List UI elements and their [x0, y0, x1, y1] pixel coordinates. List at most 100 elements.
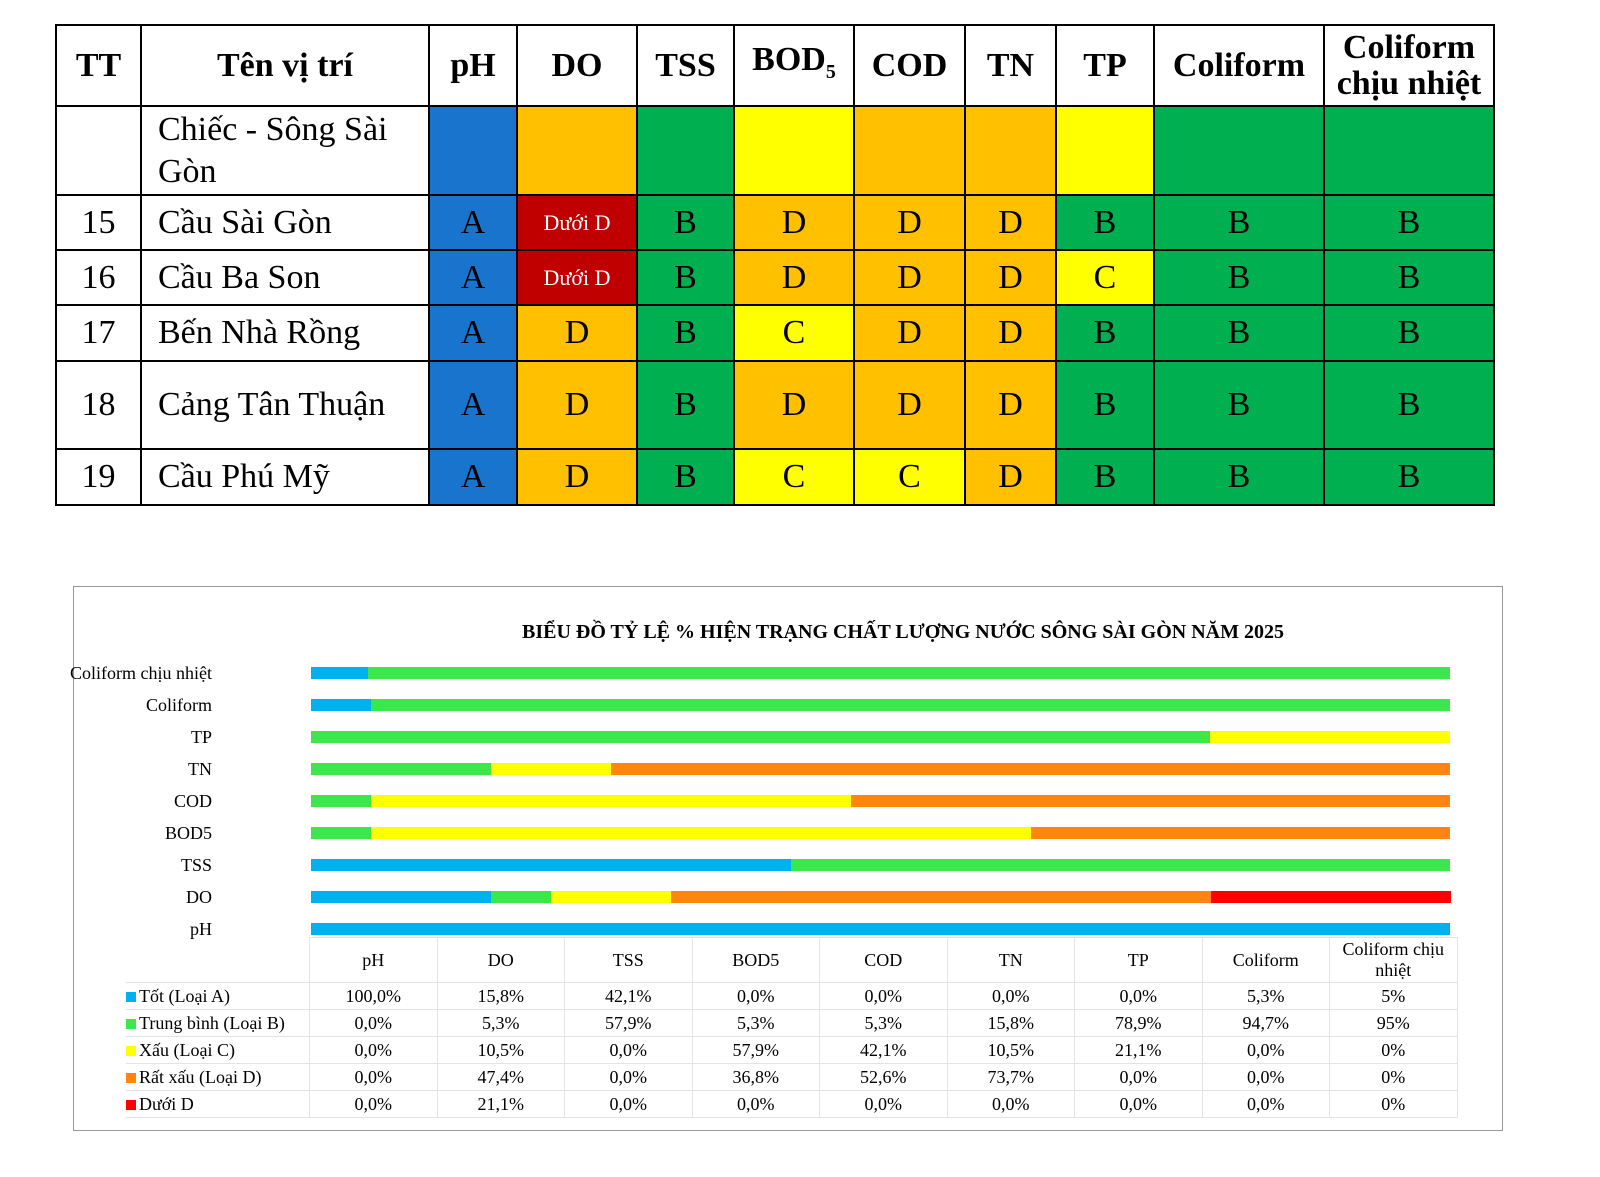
grade-cell: B: [1055, 448, 1155, 506]
data-label: 0,0%: [819, 1090, 948, 1118]
header-6: COD: [853, 24, 966, 107]
grade-cell: [636, 105, 735, 196]
grade-cell: B: [1153, 194, 1325, 251]
legend-entry: Rất xấu (Loại D): [126, 1063, 310, 1091]
header-2: pH: [428, 24, 518, 107]
grade-cell: Dưới D: [516, 249, 638, 306]
grade-cell: A: [428, 249, 518, 306]
y-tick-label: TP: [190, 727, 212, 747]
column-header: pH: [309, 937, 438, 983]
data-label: 0,0%: [946, 1090, 1075, 1118]
header-8: TP: [1055, 24, 1155, 107]
legend-label: Dưới D: [139, 1093, 194, 1114]
legend-swatch-icon: [126, 1018, 136, 1029]
data-label: 42,1%: [564, 982, 693, 1010]
data-label: 0,0%: [1074, 1090, 1203, 1118]
data-label: 78,9%: [1074, 1009, 1203, 1037]
grade-cell: [1323, 105, 1495, 196]
bar-segment: [311, 827, 372, 839]
y-tick-label: TN: [188, 759, 212, 779]
quality-chart: BIỂU ĐỒ TỶ LỆ % HIỆN TRẠNG CHẤT LƯỢNG NƯ…: [70, 586, 1503, 1131]
row-number: 19: [55, 448, 142, 506]
table-row: 18 Cảng Tân Thuận A D B D D D B B B: [55, 360, 1495, 450]
bar-segment: [311, 923, 1450, 935]
data-label: 52,6%: [819, 1063, 948, 1091]
header-label: TSS: [655, 46, 716, 84]
grade-cell: D: [733, 249, 855, 306]
corner: [126, 938, 310, 983]
data-label: 0%: [1329, 1063, 1458, 1091]
y-tick-label: DO: [186, 887, 212, 907]
data-label: 0,0%: [1201, 1036, 1330, 1064]
data-label: 0,0%: [309, 1009, 438, 1037]
data-label: 57,9%: [564, 1009, 693, 1037]
grade-cell: A: [428, 360, 518, 450]
grade-cell: A: [428, 304, 518, 362]
data-label: 0,0%: [1201, 1063, 1330, 1091]
bar-segment: [367, 667, 1450, 679]
data-label: 47,4%: [436, 1063, 565, 1091]
legend-row: Rất xấu (Loại D) 0,0% 47,4% 0,0% 36,8% 52,6% 7…: [126, 1063, 1458, 1091]
data-label: 0,0%: [691, 1090, 820, 1118]
column-header: TN: [946, 937, 1075, 983]
chart-title: BIỂU ĐỒ TỶ LỆ % HIỆN TRẠNG CHẤT LƯỢNG NƯ…: [522, 621, 1284, 643]
header-label: TN: [986, 46, 1035, 84]
header-1: Tên vị trí: [140, 24, 430, 107]
grade-cell: B: [1323, 448, 1495, 506]
header-3: DO: [516, 24, 638, 107]
column-header: DO: [436, 937, 565, 983]
bar-segment: [1210, 891, 1452, 903]
header-10: Coliform chịu nhiệt: [1323, 24, 1495, 107]
location-name: Cầu Sài Gòn: [140, 194, 430, 251]
data-table-header: pH DO TSS BOD5 COD TN TP Coliform Coliform chịu …: [126, 937, 1458, 983]
bar-segment: [311, 763, 491, 775]
legend-row: Trung bình (Loại B) 0,0% 5,3% 57,9% 5,3% 5,3%…: [126, 1009, 1458, 1037]
bar-segment: [311, 667, 368, 679]
grade-cell: D: [733, 360, 855, 450]
grade-cell: D: [516, 448, 638, 506]
location-name: Bến Nhà Rồng: [140, 304, 430, 362]
data-label: 0,0%: [564, 1090, 693, 1118]
legend-swatch-icon: [126, 1045, 136, 1056]
row-number: 17: [55, 304, 142, 362]
data-label: 73,7%: [946, 1063, 1075, 1091]
row-number: 18: [55, 360, 142, 450]
header-label: COD: [871, 46, 948, 84]
row-number: 15: [55, 194, 142, 251]
table-row: 19 Cầu Phú Mỹ A D B C C D B B B: [55, 448, 1495, 506]
bod-subscript: 5: [825, 60, 836, 83]
grade-cell: B: [636, 448, 735, 506]
data-label: 42,1%: [819, 1036, 948, 1064]
bar-segment: [371, 795, 851, 807]
data-label: 36,8%: [691, 1063, 820, 1091]
legend-entry: Tốt (Loại A): [126, 982, 310, 1010]
grade-cell: C: [1055, 249, 1155, 306]
header-label: TP: [1083, 46, 1127, 84]
grade-cell: D: [964, 304, 1057, 362]
grade-cell: [853, 105, 966, 196]
data-label: 5,3%: [819, 1009, 948, 1037]
data-label: 95%: [1329, 1009, 1458, 1037]
header-label: TT: [75, 46, 122, 84]
row-number: [55, 105, 142, 196]
bar-segment: [490, 763, 611, 775]
grade-cell: B: [1323, 194, 1495, 251]
chart-data-table: pH DO TSS BOD5 COD TN TP Coliform Coliform chịu …: [126, 937, 1458, 1118]
column-header: BOD5: [691, 937, 820, 983]
grade-cell: [733, 105, 855, 196]
column-header: TSS: [564, 937, 693, 983]
bar-segment: [371, 827, 1031, 839]
data-label: 21,1%: [1074, 1036, 1203, 1064]
y-tick-label: BOD5: [164, 823, 212, 843]
grade-cell: D: [733, 194, 855, 251]
grade-cell: [428, 105, 518, 196]
header-label: Tên vị trí: [217, 46, 353, 84]
data-label: 0,0%: [309, 1063, 438, 1091]
header-9: Coliform: [1153, 24, 1325, 107]
grade-cell: [964, 105, 1057, 196]
bar-segment: [311, 891, 491, 903]
bar-segment: [790, 859, 1450, 871]
bar-segment: [610, 763, 1450, 775]
